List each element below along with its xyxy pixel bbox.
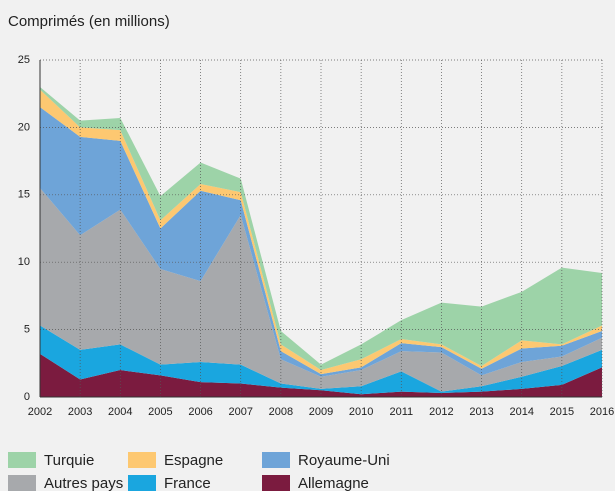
area bbox=[40, 86, 602, 371]
x-tick-label: 2003 bbox=[68, 406, 92, 418]
y-tick-label: 25 bbox=[18, 54, 30, 66]
x-tick-label: 2007 bbox=[228, 406, 252, 418]
x-tick-label: 2010 bbox=[349, 406, 373, 418]
x-tick-label: 2011 bbox=[389, 406, 413, 418]
x-tick-label: 2006 bbox=[188, 406, 212, 418]
y-tick-label: 10 bbox=[18, 256, 30, 268]
legend-swatch bbox=[128, 475, 156, 491]
y-tick-label: 0 bbox=[24, 391, 30, 403]
area bbox=[40, 353, 602, 397]
legend-swatch bbox=[262, 475, 290, 491]
legend-label: Espagne bbox=[164, 452, 223, 469]
legend-label: Allemagne bbox=[298, 475, 369, 491]
x-tick-label: 2002 bbox=[28, 406, 52, 418]
legend-swatch bbox=[8, 475, 36, 491]
x-tick-label: 2008 bbox=[269, 406, 293, 418]
legend-label: Turquie bbox=[44, 452, 94, 469]
y-tick-label: 5 bbox=[24, 324, 30, 336]
area bbox=[40, 89, 602, 375]
area bbox=[40, 107, 602, 377]
legend-label: Royaume-Uni bbox=[298, 452, 390, 469]
x-tick-label: 2005 bbox=[148, 406, 172, 418]
legend-swatch bbox=[128, 452, 156, 468]
x-tick-label: 2004 bbox=[108, 406, 132, 418]
legend-swatch bbox=[8, 452, 36, 468]
x-tick-label: 2012 bbox=[429, 406, 453, 418]
y-tick-label: 20 bbox=[18, 121, 30, 133]
x-tick-label: 2013 bbox=[469, 406, 493, 418]
area bbox=[40, 325, 602, 395]
x-tick-label: 2015 bbox=[550, 406, 574, 418]
legend-swatch bbox=[262, 452, 290, 468]
legend-label: Autres pays bbox=[44, 475, 123, 491]
chart-title: Comprimés (en millions) bbox=[8, 13, 170, 30]
y-tick-label: 15 bbox=[18, 189, 30, 201]
area bbox=[40, 188, 602, 392]
x-tick-label: 2016 bbox=[590, 406, 614, 418]
x-tick-label: 2014 bbox=[509, 406, 533, 418]
x-tick-label: 2009 bbox=[309, 406, 333, 418]
legend-label: France bbox=[164, 475, 211, 491]
